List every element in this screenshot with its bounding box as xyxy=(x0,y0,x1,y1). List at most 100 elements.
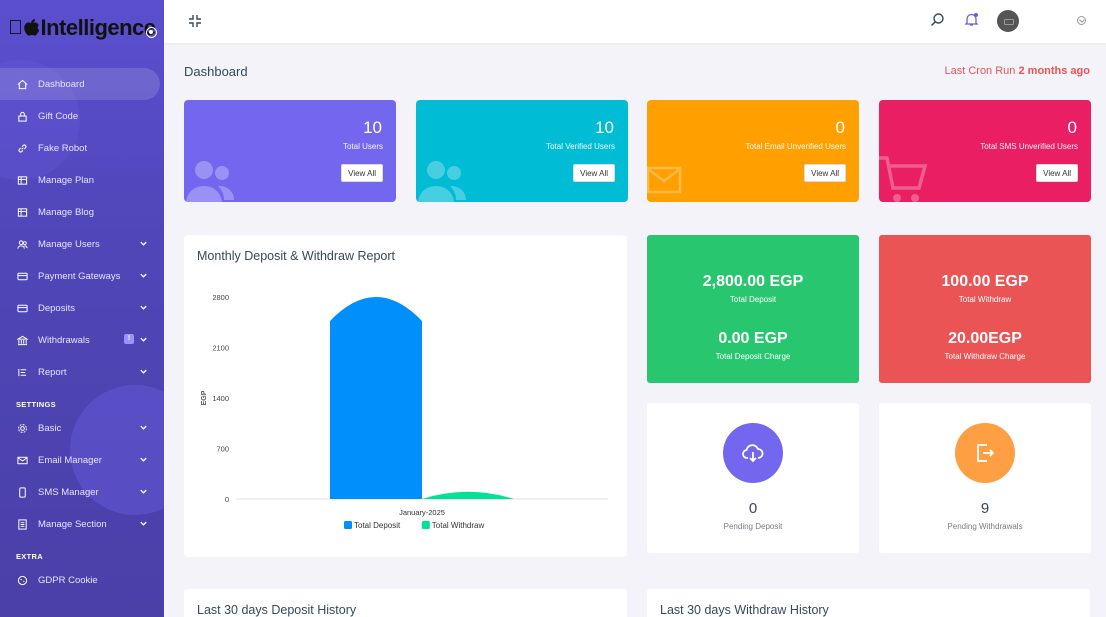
sign-out-icon xyxy=(955,423,1015,483)
stat-card-sms-unverified: 0 Total SMS Unverified Users View All xyxy=(879,100,1091,202)
logo[interactable]:  Intelligence xyxy=(8,14,156,42)
gear-icon xyxy=(17,423,28,434)
sidebar-item-label: GDPR Cookie xyxy=(38,574,98,586)
topbar xyxy=(164,0,1106,43)
pending-withdraw-value: 9 xyxy=(980,500,990,517)
pending-deposit-card[interactable]: 0 Pending Deposit xyxy=(647,403,859,553)
sidebar-item-manage-blog[interactable]: Manage Blog xyxy=(0,196,164,228)
sidebar-item-label: Manage Blog xyxy=(38,206,94,218)
sidebar-toggle-icon[interactable] xyxy=(146,27,157,38)
y-tick-label: 1400 xyxy=(212,394,229,403)
stat-value: 0 xyxy=(1067,118,1077,137)
page-title: Dashboard xyxy=(184,64,248,79)
y-tick-label: 2800 xyxy=(212,293,229,302)
grid-icon xyxy=(17,207,28,218)
stat-label: Total Verified Users xyxy=(546,142,615,151)
stat-label: Total SMS Unverified Users xyxy=(980,142,1078,151)
card-icon xyxy=(17,303,28,314)
sidebar-item-manage-plan[interactable]: Manage Plan xyxy=(0,164,164,196)
sidebar-item-fake-robot[interactable]: Fake Robot xyxy=(0,132,164,164)
total-withdraw-charge-value: 20.00EGP xyxy=(948,330,1022,347)
stat-label: Total Email Unverified Users xyxy=(745,142,846,151)
sidebar-item-gdpr-cookie[interactable]: GDPR Cookie xyxy=(0,564,164,596)
total-withdraw-charge-label: Total Withdraw Charge xyxy=(944,352,1026,361)
sidebar-item-label: SMS Manager xyxy=(38,486,99,498)
cloud-download-icon xyxy=(723,423,783,483)
chevron-down-icon xyxy=(140,369,147,374)
sidebar-item-manage-users[interactable]: Manage Users xyxy=(0,228,164,260)
chevron-down-icon xyxy=(140,241,147,246)
stat-card-email-unverified: 0 Total Email Unverified Users View All xyxy=(647,100,859,202)
collapse-icon[interactable] xyxy=(188,14,202,28)
view-all-button[interactable]: View All xyxy=(341,164,383,182)
sidebar-item-deposits[interactable]: Deposits xyxy=(0,292,164,324)
stat-label: Total Users xyxy=(342,142,383,151)
cart-icon xyxy=(879,156,928,202)
total-deposit-label: Total Deposit xyxy=(729,295,777,304)
y-tick-label: 2100 xyxy=(212,344,229,353)
cookie-icon xyxy=(17,575,28,586)
cron-status: Last Cron Run 2 months ago xyxy=(944,65,1090,77)
withdraw-history-title: Last 30 days Withdraw History xyxy=(660,603,829,617)
avatar[interactable] xyxy=(997,10,1019,32)
sidebar-item-label: Report xyxy=(38,366,67,378)
view-all-button[interactable]: View All xyxy=(573,164,615,182)
stat-value: 0 xyxy=(835,118,845,137)
users-icon xyxy=(418,161,466,202)
cron-value: 2 months ago xyxy=(1018,65,1090,77)
settings-heading: SETTINGS xyxy=(16,400,56,409)
legend-label: Total Withdraw xyxy=(432,521,485,530)
sidebar-item-report[interactable]: Report xyxy=(0,356,164,388)
search-icon[interactable] xyxy=(930,12,945,27)
pending-deposit-value: 0 xyxy=(748,500,758,517)
deposit-history-card: Last 30 days Deposit History xyxy=(184,589,627,617)
mail-icon xyxy=(17,455,28,466)
y-tick-label: 0 xyxy=(225,495,229,504)
sidebar-item-gift-code[interactable]: Gift Code xyxy=(0,100,164,132)
chevron-down-icon xyxy=(140,273,147,278)
sidebar:  Intelligence Dashboard Gift Code Fake … xyxy=(0,0,164,617)
sidebar-item-sms-manager[interactable]: SMS Manager xyxy=(0,476,164,508)
phone-icon xyxy=(17,486,28,498)
total-deposit-charge-label: Total Deposit Charge xyxy=(715,352,791,361)
grid-icon xyxy=(17,175,28,186)
legend-marker xyxy=(421,521,430,529)
total-withdraw-card: 100.00 EGP Total Withdraw 20.00EGP Total… xyxy=(879,235,1091,383)
sidebar-item-label: Manage Section xyxy=(38,518,107,530)
sidebar-item-basic[interactable]: Basic xyxy=(0,412,164,444)
total-deposit-charge-value: 0.00 EGP xyxy=(718,330,788,347)
chevron-down-icon[interactable] xyxy=(1077,16,1086,25)
bell-icon[interactable] xyxy=(964,12,979,27)
pending-withdraw-card[interactable]: 9 Pending Withdrawals xyxy=(879,403,1091,553)
sidebar-item-dashboard[interactable]: Dashboard xyxy=(0,68,160,100)
sidebar-item-label: Email Manager xyxy=(38,454,102,466)
pending-deposit-label: Pending Deposit xyxy=(723,522,783,531)
sidebar-item-label: Payment Gateways xyxy=(38,270,121,282)
deposit-history-title: Last 30 days Deposit History xyxy=(197,603,357,617)
chevron-down-icon xyxy=(140,337,147,342)
sidebar-item-label: Dashboard xyxy=(38,78,85,90)
sidebar-item-label: Manage Plan xyxy=(38,174,94,186)
sidebar-decoration xyxy=(70,385,164,515)
bank-icon xyxy=(17,335,28,346)
pending-withdraw-label: Pending Withdrawals xyxy=(947,522,1023,531)
envelope-icon xyxy=(647,166,682,194)
chart-title: Monthly Deposit & Withdraw Report xyxy=(197,249,395,263)
apple-logo-icon xyxy=(23,18,39,36)
y-axis-label: EGP xyxy=(201,390,208,405)
sidebar-item-manage-section[interactable]: Manage Section xyxy=(0,508,164,540)
sidebar-item-email-manager[interactable]: Email Manager xyxy=(0,444,164,476)
chevron-down-icon xyxy=(140,425,147,430)
sidebar-item-withdrawals[interactable]: Withdrawals ! xyxy=(0,324,164,356)
withdraw-history-card: Last 30 days Withdraw History xyxy=(647,589,1090,617)
stat-card-verified-users: 10 Total Verified Users View All xyxy=(416,100,628,202)
legend-marker xyxy=(344,521,352,529)
sidebar-item-payment-gateways[interactable]: Payment Gateways xyxy=(0,260,164,292)
list-icon xyxy=(17,367,28,378)
users-icon xyxy=(17,239,28,250)
users-icon xyxy=(186,161,234,202)
sidebar-item-label: Fake Robot xyxy=(38,142,88,154)
stat-value: 10 xyxy=(363,118,382,137)
view-all-button[interactable]: View All xyxy=(804,164,846,182)
view-all-button[interactable]: View All xyxy=(1036,164,1078,182)
